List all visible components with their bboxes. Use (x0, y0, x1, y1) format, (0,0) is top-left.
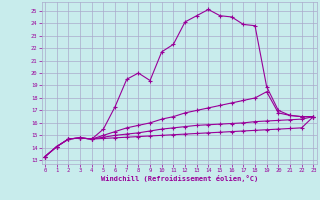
X-axis label: Windchill (Refroidissement éolien,°C): Windchill (Refroidissement éolien,°C) (100, 175, 258, 182)
